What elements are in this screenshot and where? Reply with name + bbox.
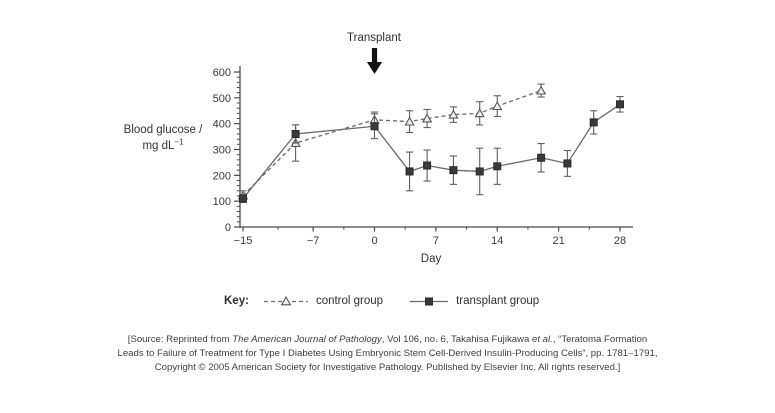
citation-line: Leads to Failure of Treatment for Type I…	[117, 347, 658, 359]
control-group-series	[237, 83, 547, 201]
chart-key: Key: control group transplant group	[224, 295, 565, 307]
y-axis-title-line1: Blood glucose /	[124, 124, 203, 136]
x-tick-label: 28	[614, 235, 626, 247]
series-markers	[237, 85, 547, 200]
key-item-control: control group	[263, 295, 383, 307]
x-tick-label: 0	[371, 235, 377, 247]
y-tick-label: 200	[213, 170, 231, 182]
x-tick-label: −15	[234, 235, 253, 247]
key-label-control: control group	[315, 295, 384, 307]
error-bars	[239, 83, 545, 201]
series-line	[242, 103, 621, 199]
series-line	[242, 89, 542, 196]
y-tick-label: 0	[225, 222, 231, 234]
x-tick-label: 21	[553, 235, 565, 247]
y-tick-label: 300	[213, 145, 231, 157]
transplant-arrow-icon	[366, 48, 383, 74]
x-tick-label: −7	[307, 235, 320, 247]
control-group-marker-icon	[263, 295, 308, 306]
key-label-transplant: transplant group	[456, 295, 540, 307]
y-tick-label: 500	[213, 93, 231, 105]
chart-area: Blood glucose / mg dL−1 Day Transplant 0…	[124, 32, 633, 265]
x-tick-label: 7	[433, 235, 439, 247]
key-title: Key:	[224, 295, 249, 307]
key-item-transplant: transplant group	[409, 295, 539, 307]
x-tick-label: 14	[491, 235, 503, 247]
series-markers	[239, 100, 624, 203]
citation-line: [Source: Reprinted from The American Jou…	[127, 334, 648, 345]
y-axis-title-line2: mg dL−1	[142, 138, 184, 153]
y-tick-label: 100	[213, 196, 231, 208]
y-axis-ticks: 0 100 200 300 400 500 600	[213, 67, 240, 234]
transplant-annotation: Transplant	[347, 32, 402, 44]
plot-region: 0 100 200 300 400 500 600 −15 −7 0 7 14 21 28	[213, 48, 633, 247]
error-bars	[239, 95, 624, 204]
y-tick-label: 400	[213, 119, 231, 131]
blood-glucose-chart: Blood glucose / mg dL−1 Day Transplant 0…	[124, 32, 633, 265]
source-citation: [Source: Reprinted from The American Jou…	[0, 333, 775, 374]
transplant-group-marker-icon	[410, 297, 449, 306]
transplant-group-series	[239, 95, 624, 204]
y-tick-label: 600	[213, 67, 231, 79]
citation-line: Copyright © 2005 American Society for In…	[154, 361, 621, 373]
x-axis-ticks: −15 −7 0 7 14 21 28	[234, 227, 626, 247]
x-axis-title: Day	[421, 253, 442, 265]
